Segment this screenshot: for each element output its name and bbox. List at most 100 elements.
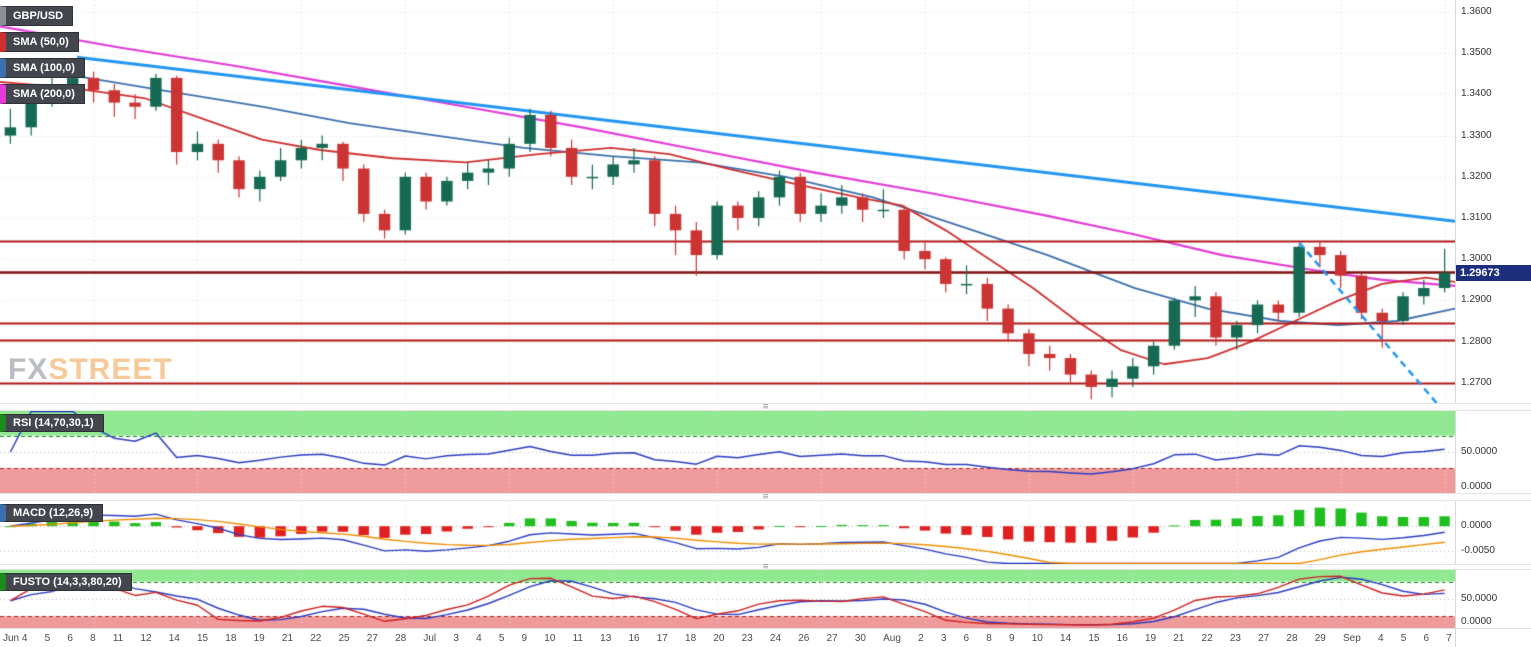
x-axis-label: 4 [1377,632,1384,644]
sma200-legend[interactable]: SMA (200,0) [0,84,85,104]
x-axis-label: 29 [1314,632,1326,644]
rsi-indicator-label[interactable]: RSI (14,70,30,1) [0,414,104,432]
stochastic-panel: FUSTO (14,3,3,80,20) 50.0000 0.0000 [0,570,1531,628]
x-axis-label: 8 [90,632,96,644]
macd-axis[interactable]: 0.0000 -0.0050 [1455,501,1531,564]
x-axis-label: 6 [1423,632,1430,644]
price-axis-label: 1.2700 [1461,376,1492,388]
price-axis-label: 1.2900 [1461,294,1492,306]
sma100-legend[interactable]: SMA (100,0) [0,58,85,78]
time-axis[interactable]: Jun 4 5 6 8 11 12 14 15 18 19 21 22 25 27 28 Jul 3 4 5 9 10 1… [0,628,1531,647]
x-axis-label: 14 [1060,632,1072,644]
x-axis-label: Jun 4 [3,632,28,644]
time-axis-labels: Jun 4 5 6 8 11 12 14 15 18 19 21 22 25 27 28 Jul 3 4 5 9 10 1… [0,633,1455,644]
x-axis-label: 17 [656,632,668,644]
legend-stack: GBP/USD SMA (50,0) SMA (100,0) SMA (200,… [0,6,85,110]
stochastic-axis-label: 50.0000 [1461,593,1498,604]
x-axis-label: 18 [225,632,237,644]
x-axis-label: 23 [1229,632,1241,644]
main-price-axis[interactable]: 1.29673 1.3600 1.3500 1.3400 1.3300 1.3200 1.… [1455,0,1531,403]
watermark-street: STREET [48,353,173,386]
x-axis-label: 11 [572,632,583,644]
x-axis-label: 5 [44,632,51,644]
x-axis-label: 30 [854,632,866,644]
price-axis-label: 1.3500 [1461,47,1492,59]
x-axis-label: 27 [826,632,838,644]
x-axis-label: 19 [253,632,265,644]
stochastic-axis[interactable]: 50.0000 0.0000 [1455,570,1531,628]
x-axis-label: 2 [918,632,924,644]
panel-resize-handle[interactable]: ≡ [0,402,1531,412]
price-axis-label: 1.3300 [1461,129,1492,141]
main-chart-plot: GBP/USD SMA (50,0) SMA (100,0) SMA (200,… [0,0,1455,403]
price-axis-label: 1.3000 [1461,253,1492,265]
x-axis-label: 3 [453,632,459,644]
rsi-plot: RSI (14,70,30,1) [0,411,1455,493]
x-axis-label: Aug [883,632,901,644]
x-axis-label: 24 [769,632,782,644]
x-axis-label: 27 [1258,632,1270,644]
x-axis-label: 12 [140,632,152,644]
x-axis-label: 6 [67,632,73,644]
sma50-legend[interactable]: SMA (50,0) [0,32,79,52]
main-chart-panel: GBP/USD SMA (50,0) SMA (100,0) SMA (200,… [0,0,1531,403]
x-axis-label: 16 [1116,632,1128,644]
panel-resize-handle[interactable]: ≡ [0,491,1531,503]
price-axis-label: 1.2800 [1461,335,1492,347]
x-axis-label: 8 [986,632,992,644]
rsi-canvas[interactable] [0,411,1455,493]
x-axis-label: Jul [423,632,437,644]
x-axis-label: 9 [521,632,528,644]
stochastic-canvas[interactable] [0,570,1455,628]
macd-indicator-label[interactable]: MACD (12,26,9) [0,504,104,522]
price-axis-label: 1.3200 [1461,170,1492,182]
x-axis-label: 10 [544,632,556,644]
x-axis-label: 28 [1286,632,1298,644]
macd-plot: MACD (12,26,9) [0,501,1455,564]
rsi-axis-label: 50.0000 [1461,446,1498,457]
price-axis-label: 1.3100 [1461,211,1492,223]
panel-resize-handle[interactable]: ≡ [0,561,1531,573]
x-axis-label: 3 [940,632,947,644]
x-axis-label: 10 [1031,632,1043,644]
x-axis-label: 22 [1201,632,1213,644]
axis-corner [1455,628,1531,647]
stochastic-indicator-label[interactable]: FUSTO (14,3,3,80,20) [0,573,132,591]
resize-grip-icon: ≡ [762,561,769,573]
rsi-panel: RSI (14,70,30,1) 50.0000 0.0000 [0,411,1531,493]
fxstreet-watermark: FXSTREET [8,353,173,387]
symbol-label[interactable]: GBP/USD [0,6,74,26]
macd-canvas[interactable] [0,501,1455,564]
x-axis-label: 6 [963,632,970,644]
current-price-badge: 1.29673 [1456,264,1531,281]
x-axis-label: 9 [1009,632,1015,644]
x-axis-label: 27 [366,632,378,644]
x-axis-label: 28 [395,632,407,644]
x-axis-label: 23 [741,632,753,644]
macd-axis-label: -0.0050 [1461,545,1495,557]
x-axis-label: 4 [476,632,482,644]
x-axis-label: 13 [600,632,612,644]
x-axis-label: 15 [1088,632,1100,644]
x-axis-label: 19 [1144,632,1157,644]
x-axis-label: 16 [628,632,640,644]
x-axis-label: 21 [1173,632,1185,644]
x-axis-label: 7 [1446,632,1452,644]
resize-grip-icon: ≡ [762,491,769,503]
x-axis-label: 18 [685,632,697,644]
watermark-fx: FX [8,353,49,386]
x-axis-label: 21 [281,632,294,644]
stochastic-plot: FUSTO (14,3,3,80,20) [0,570,1455,628]
rsi-axis[interactable]: 50.0000 0.0000 [1455,411,1531,493]
x-axis-label: 14 [168,632,180,644]
x-axis-label: 5 [498,632,505,644]
rsi-axis-label: 0.0000 [1461,481,1492,492]
macd-panel: MACD (12,26,9) 0.0000 -0.0050 [0,501,1531,564]
x-axis-label: 15 [197,632,209,644]
main-chart-canvas[interactable] [0,0,1455,403]
x-axis-label: 20 [713,632,725,644]
x-axis-label: 22 [310,632,322,644]
x-axis-label: 5 [1400,632,1407,644]
x-axis-label: 25 [338,632,350,644]
